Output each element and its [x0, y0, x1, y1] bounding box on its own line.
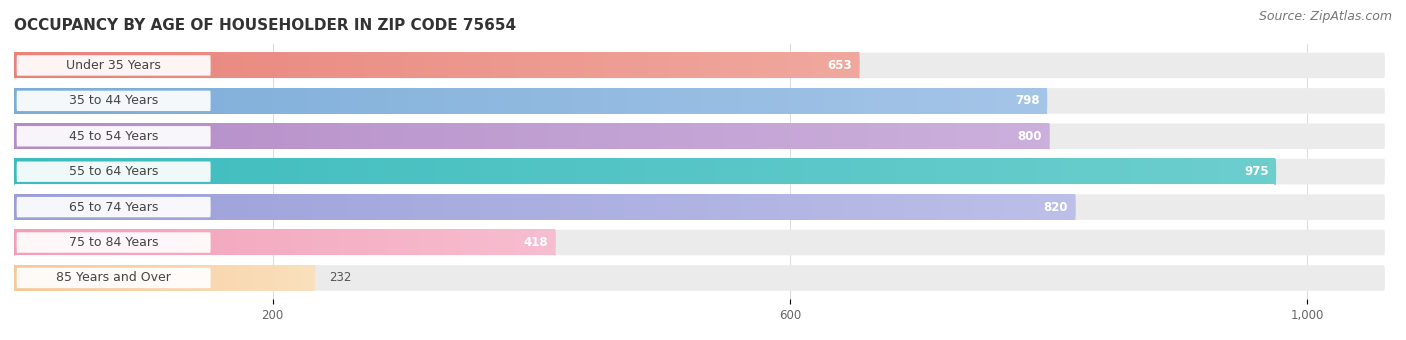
Text: 75 to 84 Years: 75 to 84 Years — [69, 236, 159, 249]
Text: 975: 975 — [1244, 165, 1268, 178]
FancyBboxPatch shape — [14, 230, 1385, 255]
FancyBboxPatch shape — [14, 159, 1385, 184]
Text: 820: 820 — [1043, 201, 1069, 214]
Text: 35 to 44 Years: 35 to 44 Years — [69, 95, 159, 107]
FancyBboxPatch shape — [17, 162, 211, 182]
Text: 798: 798 — [1015, 95, 1039, 107]
Text: 232: 232 — [329, 271, 352, 285]
Text: 45 to 54 Years: 45 to 54 Years — [69, 130, 159, 143]
Text: Source: ZipAtlas.com: Source: ZipAtlas.com — [1258, 10, 1392, 23]
FancyBboxPatch shape — [17, 55, 211, 75]
Text: Under 35 Years: Under 35 Years — [66, 59, 162, 72]
Text: 800: 800 — [1018, 130, 1042, 143]
Text: 418: 418 — [523, 236, 548, 249]
Text: 85 Years and Over: 85 Years and Over — [56, 271, 172, 285]
FancyBboxPatch shape — [17, 268, 211, 288]
Text: 55 to 64 Years: 55 to 64 Years — [69, 165, 159, 178]
Text: 653: 653 — [828, 59, 852, 72]
FancyBboxPatch shape — [17, 126, 211, 147]
FancyBboxPatch shape — [14, 265, 1385, 291]
Text: 65 to 74 Years: 65 to 74 Years — [69, 201, 159, 214]
FancyBboxPatch shape — [17, 197, 211, 217]
FancyBboxPatch shape — [17, 91, 211, 111]
FancyBboxPatch shape — [14, 53, 1385, 78]
Text: OCCUPANCY BY AGE OF HOUSEHOLDER IN ZIP CODE 75654: OCCUPANCY BY AGE OF HOUSEHOLDER IN ZIP C… — [14, 18, 516, 33]
FancyBboxPatch shape — [17, 232, 211, 253]
FancyBboxPatch shape — [14, 194, 1385, 220]
FancyBboxPatch shape — [14, 123, 1385, 149]
FancyBboxPatch shape — [14, 88, 1385, 114]
